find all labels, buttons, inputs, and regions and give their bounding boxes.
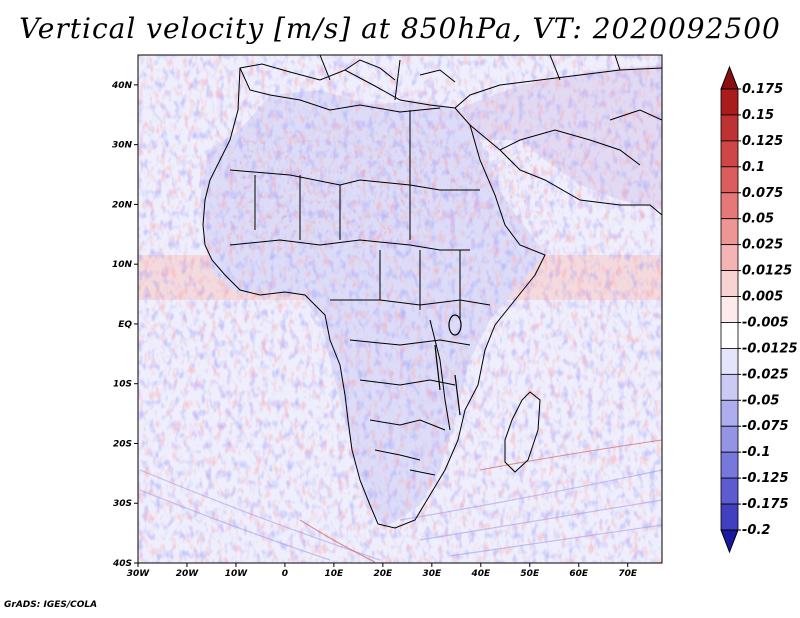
lon-tick-label: 10W: [225, 569, 249, 579]
colorbar-swatch: [720, 88, 739, 116]
colorbar-swatch: [720, 218, 739, 246]
chart-title: Vertical velocity [m/s] at 850hPa, VT: 2…: [19, 12, 781, 45]
lat-tick-label: 20N: [112, 200, 133, 210]
colorbar-label: -0.05: [742, 393, 779, 408]
lat-tick-label: 10N: [112, 260, 133, 270]
footer-credit: GrADS: IGES/COLA: [4, 600, 98, 610]
colorbar-swatch: [720, 477, 739, 505]
lon-tick-label: 40E: [470, 569, 491, 579]
country-borders: [202, 55, 662, 529]
colorbar-swatch: [720, 373, 739, 401]
colorbar-bottom-cap: [720, 529, 739, 554]
colorbar-label: -0.125: [742, 471, 789, 486]
southern-warm-streaks: [299, 439, 662, 563]
colorbar-label: 0.075: [742, 186, 783, 201]
lon-tick-label: 20W: [176, 569, 200, 579]
colorbar-label: 0.125: [742, 134, 783, 149]
colorbar-label: -0.075: [742, 419, 789, 434]
colorbar-swatch: [720, 322, 739, 349]
colorbar-swatch: [720, 166, 739, 194]
colorbar-swatch: [720, 140, 739, 168]
colorbar-label: 0.1: [742, 160, 765, 175]
velocity-field: [138, 55, 662, 563]
lon-tick-label: 20E: [374, 569, 394, 579]
colorbar-swatch: [720, 192, 739, 220]
colorbar-label: 0.005: [742, 290, 783, 305]
lat-tick-label: EQ: [118, 320, 132, 330]
colorbar-swatch: [720, 244, 739, 271]
lon-tick-label: 50E: [520, 569, 540, 579]
lat-tick-label: 40N: [111, 81, 133, 91]
colorbar-label: -0.025: [742, 367, 789, 382]
colorbar-label: -0.0125: [742, 341, 798, 356]
lon-tick-label: 60E: [569, 569, 589, 579]
lat-tick-label: 30N: [112, 141, 133, 151]
lon-tick-label: 70E: [618, 569, 638, 579]
colorbar-swatch: [720, 451, 739, 479]
colorbar-label: 0.025: [742, 238, 783, 253]
lon-tick-label: 10E: [325, 569, 345, 579]
sahara-ascent: [230, 130, 430, 250]
lat-tick-label: 30S: [113, 499, 132, 509]
colorbar-swatch: [720, 348, 739, 375]
lat-tick-label: 20S: [113, 439, 132, 449]
lat-tick-label: 40S: [112, 559, 132, 569]
madagascar-outline: [504, 391, 541, 473]
colorbar-swatch: [720, 399, 739, 427]
colorbar-label: 0.05: [742, 212, 774, 227]
colorbar-label: -0.2: [742, 523, 770, 538]
colorbar-swatch: [720, 270, 739, 297]
colorbar-label: -0.175: [742, 497, 789, 512]
map-frame: [137, 54, 663, 564]
colorbar-label: -0.1: [742, 445, 770, 460]
lon-tick-label: 30W: [127, 569, 151, 579]
southern-streaks: [139, 469, 662, 561]
colorbar-label: 0.175: [742, 82, 783, 97]
sudan-ascent: [430, 140, 540, 220]
colorbar-label: -0.005: [742, 315, 789, 330]
colorbar-swatch: [720, 114, 739, 142]
lat-tick-label: 10S: [113, 380, 132, 390]
mediterranean-coast: [239, 59, 456, 113]
lakes: [434, 314, 462, 416]
colorbar-swatch: [720, 296, 739, 323]
colorbar-label: 0.15: [742, 108, 774, 123]
lon-tick-label: 0: [282, 569, 288, 579]
colorbar: 0.175 0.15 0.125 0.1 0.075 0.05 0.025 0.0125 0.0…: [720, 65, 798, 554]
colorbar-top-cap: [720, 65, 739, 90]
colorbar-swatch: [720, 425, 739, 453]
colorbar-swatch: [720, 503, 739, 531]
colorbar-label: 0.0125: [742, 264, 792, 279]
lon-tick-label: 30E: [422, 569, 442, 579]
